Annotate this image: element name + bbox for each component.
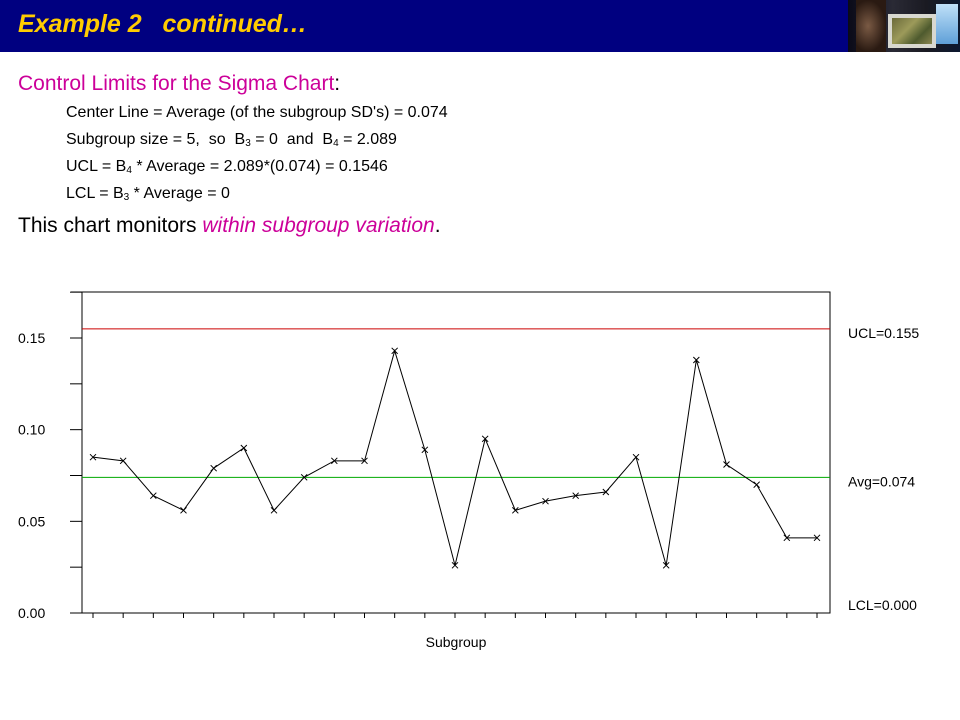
data-point	[391, 347, 399, 355]
data-point	[210, 464, 218, 472]
data-point	[180, 506, 187, 514]
monitor-statement: This chart monitors within subgroup vari…	[18, 214, 441, 238]
data-point	[240, 444, 248, 452]
data-point	[632, 453, 640, 461]
reference-line-label: UCL=0.155	[848, 325, 919, 341]
data-point	[270, 506, 278, 514]
heading-text: Control Limits for the Sigma Chart	[18, 72, 335, 95]
text-part: * Average = 0	[129, 185, 230, 202]
text-part: .	[434, 214, 441, 237]
text-part: * Average = 2.089*(0.074) = 0.1546	[131, 158, 388, 175]
reference-line-label: LCL=0.000	[848, 597, 917, 613]
text-part: LCL = B	[66, 185, 124, 202]
text-part: Subgroup size = 5, so B	[66, 131, 246, 148]
ucl-formula-text: UCL = B4 * Average = 2.089*(0.074) = 0.1…	[66, 158, 388, 176]
subscript: 4	[333, 138, 339, 149]
title-banner: Example 2 continued…	[0, 0, 960, 52]
computer-monitor-photo-icon	[848, 0, 960, 52]
subscript: 3	[245, 138, 251, 149]
series-line	[92, 349, 817, 566]
data-point	[330, 457, 338, 465]
data-point	[451, 561, 459, 569]
slide-title: Example 2 continued…	[18, 10, 307, 38]
y-tick-label: 0.10	[18, 422, 45, 438]
text-part: This chart monitors	[18, 214, 203, 237]
reference-line-label: Avg=0.074	[848, 473, 915, 489]
center-line-text: Center Line = Average (of the subgroup S…	[66, 104, 448, 121]
x-axis-label: Subgroup	[426, 634, 487, 650]
subscript: 3	[123, 192, 130, 203]
data-point	[481, 435, 489, 443]
data-point	[149, 492, 157, 500]
data-point	[602, 488, 610, 496]
data-point	[662, 561, 670, 569]
y-tick-label: 0.00	[18, 605, 45, 621]
heading-colon: :	[334, 72, 341, 95]
subscript: 4	[126, 165, 132, 176]
data-point	[723, 461, 730, 468]
data-point	[753, 481, 761, 489]
emphasis-text: within subgroup variation	[202, 214, 435, 237]
data-point	[361, 457, 368, 465]
data-point	[813, 534, 821, 542]
text-part: = 0 and B	[250, 131, 334, 148]
data-point	[421, 446, 429, 454]
data-point	[119, 457, 127, 465]
data-point	[542, 497, 549, 505]
plot-frame	[81, 291, 831, 614]
data-point	[300, 473, 308, 481]
data-point	[783, 534, 791, 542]
section-heading: Control Limits for the Sigma Chart:	[18, 72, 340, 96]
lcl-formula-text: LCL = B3 * Average = 0	[66, 185, 230, 203]
subgroup-size-text: Subgroup size = 5, so B3 = 0 and B4 = 2.…	[66, 131, 397, 149]
data-point	[692, 356, 700, 364]
text-part: = 2.089	[338, 131, 397, 148]
data-point	[89, 453, 97, 461]
data-point	[511, 506, 519, 514]
data-point	[572, 492, 580, 500]
text-part: UCL = B	[66, 158, 127, 175]
y-tick-label: 0.15	[18, 330, 45, 346]
y-tick-label: 0.05	[18, 513, 45, 529]
